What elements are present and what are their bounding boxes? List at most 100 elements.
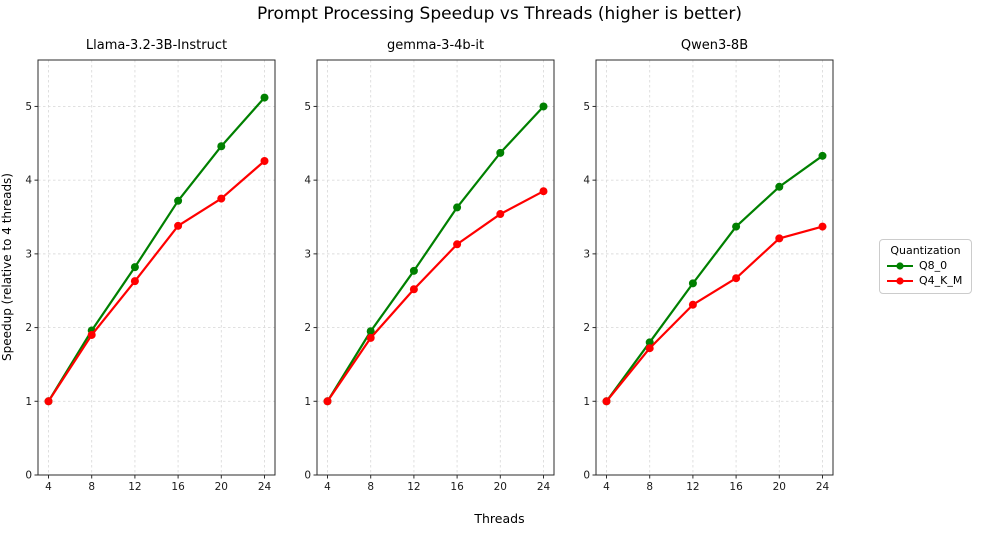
y-tick-label: 2: [583, 322, 590, 334]
data-point-marker: [645, 344, 654, 353]
y-axis-label: Speedup (relative to 4 threads): [0, 173, 14, 361]
data-point-marker: [174, 196, 183, 205]
data-point-marker: [688, 300, 697, 309]
data-point-marker: [366, 333, 375, 342]
legend: Quantization Q8_0 Q4_K_M: [879, 239, 972, 294]
legend-label-q8-0: Q8_0: [919, 259, 948, 272]
legend-swatch-marker: [896, 261, 904, 270]
data-point-marker: [539, 102, 548, 111]
x-tick-label: 8: [88, 481, 95, 493]
legend-line-marker-icon: [887, 261, 913, 270]
gridlines: [596, 60, 833, 476]
legend-line-marker-icon: [887, 276, 913, 285]
x-tick-label: 20: [215, 481, 228, 493]
series-line: [47, 96, 266, 403]
legend-entry-q8-0: Q8_0: [886, 259, 965, 272]
series-q8_0: [602, 151, 827, 406]
data-point-marker: [732, 222, 741, 231]
y-tick-label: 5: [583, 101, 590, 113]
x-tick-label: 16: [171, 481, 185, 493]
x-tick-label: 20: [494, 481, 507, 493]
data-point-marker: [44, 397, 53, 406]
x-tick-label: 4: [603, 481, 610, 493]
x-tick-label: 8: [367, 481, 374, 493]
y-tick-label: 4: [583, 175, 590, 187]
series-line: [326, 190, 545, 403]
series-q4_k_m: [44, 156, 269, 406]
y-tick-label: 1: [304, 396, 311, 408]
x-tick-label: 4: [45, 481, 52, 493]
y-tick-label: 3: [304, 248, 311, 260]
data-point-marker: [602, 397, 611, 406]
x-tick-label: 24: [258, 481, 272, 493]
data-point-marker: [539, 187, 548, 196]
data-point-marker: [775, 234, 784, 243]
data-point-marker: [732, 274, 741, 283]
series-line: [326, 105, 545, 403]
axes-frame: [37, 59, 276, 476]
y-tick-label: 0: [583, 470, 590, 482]
data-point-marker: [453, 203, 462, 212]
legend-label-q4-k-m: Q4_K_M: [919, 274, 963, 287]
data-point-marker: [260, 156, 269, 165]
data-point-marker: [130, 277, 139, 286]
y-tick-label: 3: [25, 248, 32, 260]
series-line: [605, 154, 824, 403]
data-point-marker: [818, 151, 827, 160]
series-q4_k_m: [323, 187, 548, 406]
data-point-marker: [409, 285, 418, 294]
y-tick-label: 2: [25, 322, 32, 334]
data-point-marker: [645, 338, 654, 347]
legend-entry-q4-k-m: Q4_K_M: [886, 274, 965, 287]
y-tick-label: 3: [583, 248, 590, 260]
data-point-marker: [217, 194, 226, 203]
x-tick-label: 20: [773, 481, 786, 493]
x-tick-label: 24: [816, 481, 830, 493]
data-point-marker: [496, 148, 505, 157]
axes-frame: [595, 59, 834, 476]
y-tick-label: 1: [583, 396, 590, 408]
x-tick-label: 12: [128, 481, 141, 493]
x-tick-label: 12: [686, 481, 699, 493]
y-tick-label: 1: [25, 396, 32, 408]
data-point-marker: [688, 279, 697, 288]
y-tick-label: 2: [304, 322, 311, 334]
series-line: [47, 159, 266, 403]
x-tick-label: 24: [537, 481, 551, 493]
legend-title: Quantization: [890, 244, 961, 257]
y-tick-label: 0: [25, 470, 32, 482]
x-tick-label: 12: [407, 481, 420, 493]
data-point-marker: [323, 397, 332, 406]
data-point-marker: [260, 93, 269, 102]
data-point-marker: [217, 142, 226, 151]
data-point-marker: [775, 182, 784, 191]
y-tick-label: 5: [304, 101, 311, 113]
x-tick-label: 16: [450, 481, 464, 493]
x-tick-label: 16: [729, 481, 743, 493]
subplot-title-gemma-3-4b-it: gemma-3-4b-it: [386, 38, 485, 53]
series-q4_k_m: [602, 222, 827, 406]
y-tick-label: 0: [304, 470, 311, 482]
y-tick-label: 4: [25, 175, 32, 187]
subplot-title-qwen3-8b: Qwen3-8B: [680, 38, 749, 53]
legend-swatch-marker: [896, 276, 904, 285]
data-point-marker: [818, 222, 827, 231]
figure-title: Prompt Processing Speedup vs Threads (hi…: [256, 4, 743, 24]
data-point-marker: [87, 330, 96, 339]
data-point-marker: [409, 266, 418, 275]
x-tick-label: 4: [324, 481, 331, 493]
subplot-title-llama-3-2-3b-instruct: Llama-3.2-3B-Instruct: [85, 38, 228, 53]
series-q8_0: [44, 93, 269, 406]
series-line: [605, 225, 824, 403]
y-tick-label: 4: [304, 175, 311, 187]
gridlines: [38, 60, 275, 476]
y-tick-label: 5: [25, 101, 32, 113]
